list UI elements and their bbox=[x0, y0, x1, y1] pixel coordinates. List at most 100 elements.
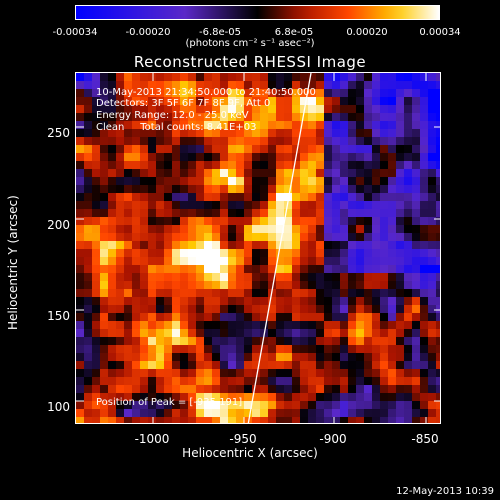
image-pixel bbox=[132, 393, 140, 401]
image-pixel bbox=[268, 345, 276, 353]
image-pixel bbox=[148, 345, 156, 353]
image-pixel bbox=[156, 345, 164, 353]
image-pixel bbox=[428, 417, 436, 423]
image-pixel bbox=[420, 121, 428, 129]
image-pixel bbox=[196, 337, 204, 345]
image-pixel bbox=[116, 297, 124, 305]
image-pixel bbox=[364, 193, 372, 201]
image-pixel bbox=[212, 89, 220, 97]
info-time: 10-May-2013 21:34:50.000 to 21:40:50.000 bbox=[96, 87, 316, 98]
image-pixel bbox=[92, 209, 100, 217]
image-pixel bbox=[356, 113, 364, 121]
image-pixel bbox=[300, 417, 308, 423]
image-pixel bbox=[84, 241, 92, 249]
image-pixel bbox=[204, 97, 212, 105]
image-pixel bbox=[300, 81, 308, 89]
image-pixel bbox=[356, 417, 364, 423]
image-pixel bbox=[420, 393, 428, 401]
image-pixel bbox=[412, 257, 420, 265]
image-pixel bbox=[148, 361, 156, 369]
image-pixel bbox=[148, 177, 156, 185]
image-pixel bbox=[156, 265, 164, 273]
image-pixel bbox=[100, 401, 108, 409]
image-pixel bbox=[196, 169, 204, 177]
image-pixel bbox=[260, 353, 268, 361]
image-pixel bbox=[356, 89, 364, 97]
image-pixel bbox=[204, 417, 212, 423]
image-pixel bbox=[404, 385, 412, 393]
image-pixel bbox=[132, 161, 140, 169]
image-pixel bbox=[92, 153, 100, 161]
image-pixel bbox=[348, 169, 356, 177]
image-pixel bbox=[140, 249, 148, 257]
image-pixel bbox=[364, 345, 372, 353]
image-pixel bbox=[364, 417, 372, 423]
image-pixel bbox=[372, 353, 380, 361]
image-pixel bbox=[236, 193, 244, 201]
image-pixel bbox=[228, 121, 236, 129]
image-pixel bbox=[228, 193, 236, 201]
image-pixel bbox=[308, 297, 316, 305]
image-pixel bbox=[348, 297, 356, 305]
image-pixel bbox=[276, 145, 284, 153]
image-pixel bbox=[332, 81, 340, 89]
image-pixel bbox=[412, 113, 420, 121]
image-pixel bbox=[284, 105, 292, 113]
image-pixel bbox=[428, 369, 436, 377]
image-pixel bbox=[252, 161, 260, 169]
image-pixel bbox=[180, 153, 188, 161]
image-pixel bbox=[180, 249, 188, 257]
image-pixel bbox=[372, 409, 380, 417]
image-pixel bbox=[76, 305, 84, 313]
image-pixel bbox=[348, 153, 356, 161]
image-pixel bbox=[420, 241, 428, 249]
image-pixel bbox=[292, 137, 300, 145]
image-pixel bbox=[236, 129, 244, 137]
image-pixel bbox=[276, 193, 284, 201]
image-pixel bbox=[412, 377, 420, 385]
image-pixel bbox=[172, 329, 180, 337]
image-pixel bbox=[92, 113, 100, 121]
image-pixel bbox=[260, 161, 268, 169]
image-pixel bbox=[172, 185, 180, 193]
image-pixel bbox=[76, 81, 84, 89]
image-pixel bbox=[204, 129, 212, 137]
image-pixel bbox=[228, 185, 236, 193]
image-pixel bbox=[316, 89, 324, 97]
image-pixel bbox=[324, 329, 332, 337]
image-pixel bbox=[204, 169, 212, 177]
image-pixel bbox=[212, 233, 220, 241]
image-pixel bbox=[204, 113, 212, 121]
image-pixel bbox=[84, 353, 92, 361]
image-pixel bbox=[196, 377, 204, 385]
image-pixel bbox=[108, 185, 116, 193]
image-pixel bbox=[100, 377, 108, 385]
image-pixel bbox=[148, 113, 156, 121]
image-pixel bbox=[228, 241, 236, 249]
image-pixel bbox=[332, 73, 340, 81]
image-pixel bbox=[84, 377, 92, 385]
image-pixel bbox=[300, 393, 308, 401]
image-pixel bbox=[308, 377, 316, 385]
image-pixel bbox=[404, 113, 412, 121]
image-pixel bbox=[340, 113, 348, 121]
image-pixel bbox=[404, 97, 412, 105]
image-pixel bbox=[364, 393, 372, 401]
image-pixel bbox=[428, 89, 436, 97]
image-pixel bbox=[436, 137, 440, 145]
image-pixel bbox=[84, 337, 92, 345]
image-pixel bbox=[84, 233, 92, 241]
timestamp: 12-May-2013 10:39 bbox=[396, 486, 494, 497]
image-pixel bbox=[404, 281, 412, 289]
image-pixel bbox=[140, 417, 148, 423]
image-pixel bbox=[84, 105, 92, 113]
image-pixel bbox=[244, 201, 252, 209]
image-pixel bbox=[316, 161, 324, 169]
image-pixel bbox=[212, 329, 220, 337]
image-pixel bbox=[396, 393, 404, 401]
image-pixel bbox=[268, 185, 276, 193]
image-pixel bbox=[292, 233, 300, 241]
image-pixel bbox=[180, 385, 188, 393]
image-pixel bbox=[292, 193, 300, 201]
image-pixel bbox=[124, 393, 132, 401]
